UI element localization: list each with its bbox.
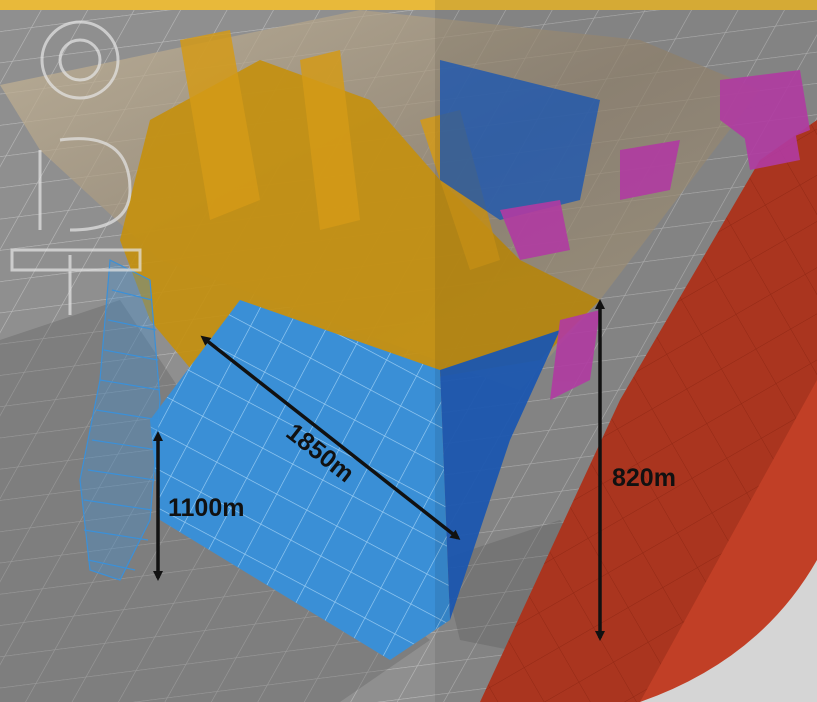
right-shade-overlay xyxy=(435,0,817,702)
orange-fault-strands xyxy=(180,30,500,270)
right-height-dimension-label: 820m xyxy=(612,464,676,492)
forge-watermark-logo xyxy=(10,20,142,315)
white-corner-curve xyxy=(640,560,817,702)
dark-blue-fault-block xyxy=(440,330,560,620)
dark-blue-upper-surfaces xyxy=(440,60,600,220)
width-arrow xyxy=(200,335,461,540)
magenta-ore-bodies xyxy=(500,70,810,400)
left-height-dimension-label: 1100m xyxy=(168,494,245,522)
top-bar xyxy=(0,0,817,10)
blue-wireframe-curtain xyxy=(79,259,161,581)
